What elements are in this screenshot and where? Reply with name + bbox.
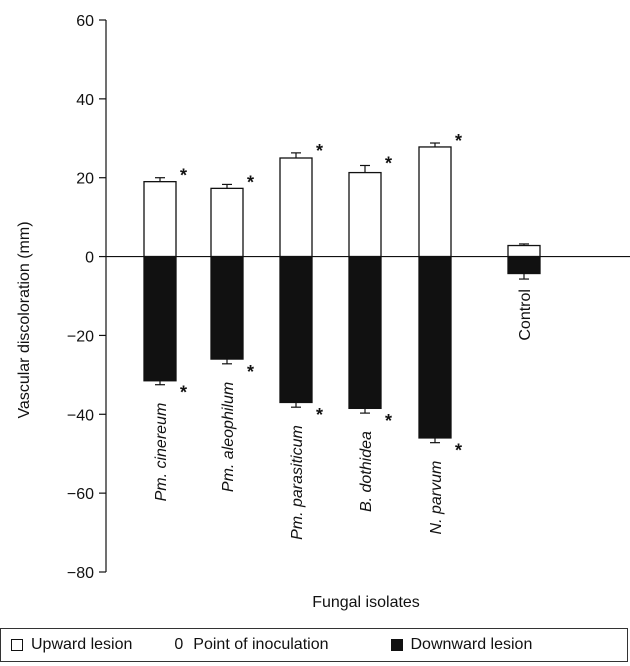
significance-star-downward: * <box>316 405 323 425</box>
y-axis-title: Vascular discoloration (mm) <box>16 221 33 418</box>
legend-item-point: 0 Point of inoculation <box>174 636 328 654</box>
bar-upward <box>143 181 177 258</box>
legend-item-downward: Downward lesion <box>390 636 533 654</box>
legend-label-point: Point of inoculation <box>193 636 329 653</box>
legend-item-upward: Upward lesion <box>11 636 132 654</box>
x-tick-label: Pm. parasiticum <box>289 425 306 540</box>
bar-downward <box>210 255 244 360</box>
bar-downward <box>143 255 177 382</box>
x-tick-label: Pm. aleophilum <box>220 382 237 492</box>
bar-chart: 60 40 20 0 −20 −40 −60 −80 * * * * * * * * * * Pm. ciner… <box>16 13 630 611</box>
significance-star-upward: * <box>385 153 392 173</box>
bar-downward <box>348 255 382 410</box>
y-tick-label: 20 <box>76 171 94 188</box>
y-tick-label: −80 <box>67 565 94 582</box>
y-tick-label: −40 <box>67 407 94 424</box>
x-tick-labels: Pm. cinereum Pm. aleophilum Pm. parasiticu… <box>153 289 534 540</box>
significance-star-downward: * <box>180 383 187 403</box>
y-tick-label: −20 <box>67 328 94 345</box>
bar-upward <box>507 244 541 258</box>
y-tick-label: −60 <box>67 486 94 503</box>
bar-downward <box>507 255 541 275</box>
y-tick-label: 60 <box>76 13 94 30</box>
y-tick-label: 0 <box>85 250 94 267</box>
bars: * * * * * * * * * * <box>143 131 541 461</box>
significance-star-upward: * <box>455 131 462 151</box>
x-axis-title: Fungal isolates <box>312 594 420 611</box>
x-tick-label: N. parvum <box>428 461 445 535</box>
bar-upward <box>418 146 452 258</box>
bar-downward <box>418 255 452 439</box>
x-tick-label: Control <box>517 289 534 341</box>
bar-upward <box>348 171 382 258</box>
legend-label-downward: Downward lesion <box>410 636 533 653</box>
filled-square-icon <box>390 639 403 651</box>
legend-label-upward: Upward lesion <box>31 636 133 653</box>
significance-star-upward: * <box>247 172 254 192</box>
x-tick-label: B. dothidea <box>358 431 375 512</box>
bar-upward <box>279 157 313 258</box>
bar-upward <box>210 187 244 258</box>
significance-star-downward: * <box>247 362 254 382</box>
legend: Upward lesion 0 Point of inoculation Dow… <box>0 628 628 662</box>
significance-star-upward: * <box>180 166 187 186</box>
significance-star-downward: * <box>455 441 462 461</box>
x-tick-label: Pm. cinereum <box>153 403 170 502</box>
empty-square-icon <box>11 639 23 651</box>
significance-star-downward: * <box>385 411 392 431</box>
y-tick-label: 40 <box>76 92 94 109</box>
bar-downward <box>279 255 313 404</box>
significance-star-upward: * <box>316 141 323 161</box>
legend-symbol-zero: 0 <box>174 636 184 653</box>
